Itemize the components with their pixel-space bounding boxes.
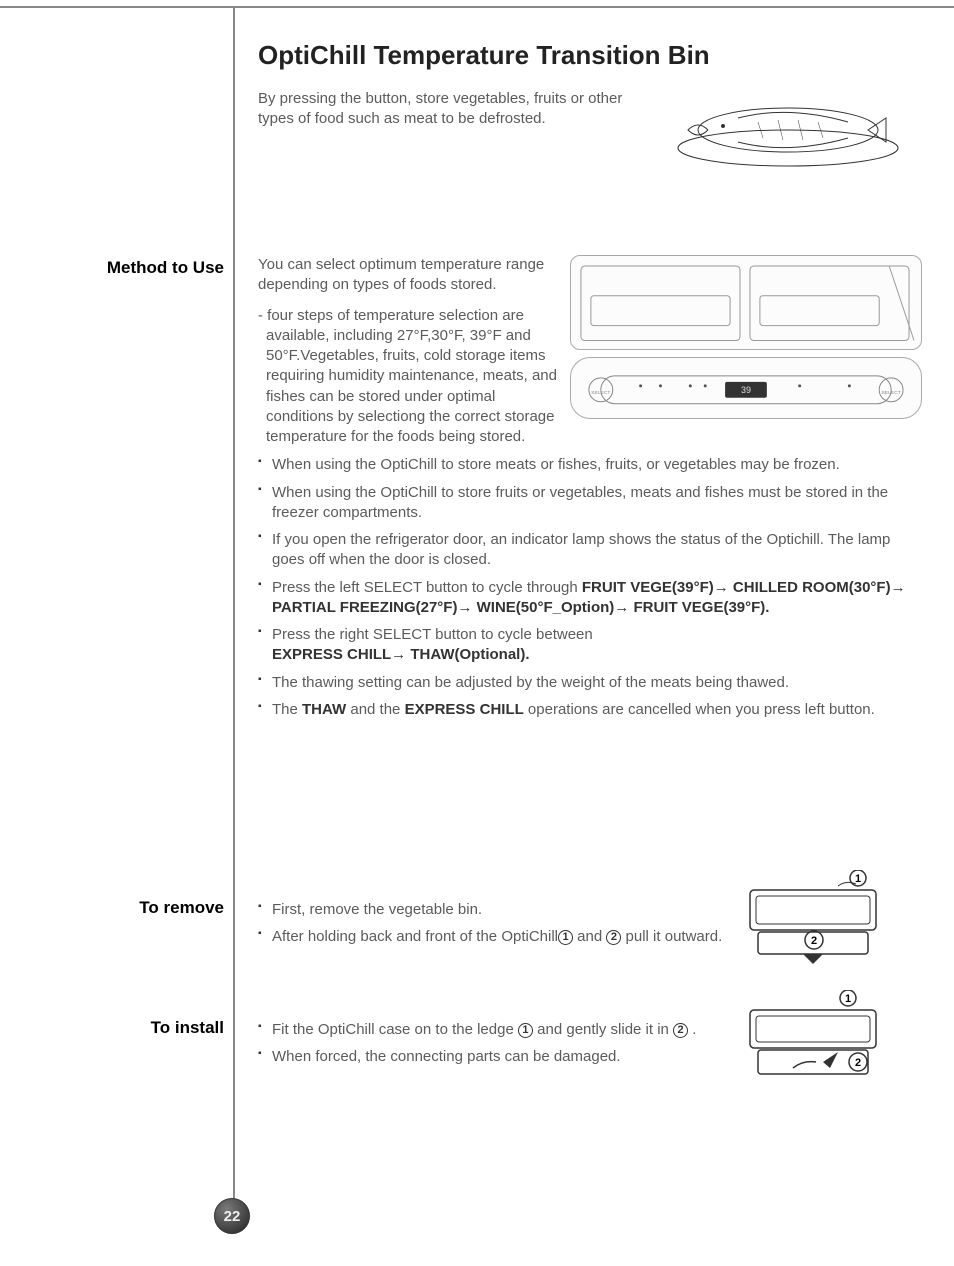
- circled-number: 2: [673, 1023, 688, 1038]
- method-bullet: The thawing setting can be adjusted by t…: [258, 673, 908, 693]
- manual-page: { "title": "OptiChill Temperature Transi…: [0, 0, 954, 1266]
- method-dash-item: - four steps of temperature selection ar…: [258, 306, 558, 448]
- install-section: 1 2 Fit the OptiChill case on to the led…: [258, 1020, 928, 1075]
- method-bullet-cancel: The THAW and the EXPRESS CHILL operation…: [258, 700, 908, 720]
- method-bullet: If you open the refrigerator door, an in…: [258, 530, 908, 571]
- section-label-remove: To remove: [24, 898, 224, 918]
- text: and gently slide it in: [533, 1021, 673, 1038]
- circled-number: 1: [558, 930, 573, 945]
- svg-text:39: 39: [741, 385, 751, 395]
- fridge-interior-illustration: [570, 255, 922, 350]
- method-section: SELECT SELECT 39 You can select optimum …: [258, 255, 928, 727]
- fish-icon: [668, 100, 908, 170]
- control-panel-illustration: SELECT SELECT 39: [570, 357, 922, 419]
- main-content: OptiChill Temperature Transition Bin By …: [258, 40, 928, 130]
- fish-platter-illustration: [668, 100, 908, 170]
- remove-bullet: First, remove the vegetable bin.: [258, 900, 908, 920]
- method-bullet-list: When using the OptiChill to store meats …: [258, 455, 908, 720]
- method-bullet-cycle: Press the left SELECT button to cycle th…: [258, 578, 908, 619]
- text: and the: [346, 701, 404, 718]
- remove-section: 1 2 First, remove the vegetable bin. Aft…: [258, 900, 928, 955]
- install-bullet: Fit the OptiChill case on to the ledge 1…: [258, 1020, 908, 1040]
- method-bullet: When using the OptiChill to store fruits…: [258, 483, 908, 524]
- bold-text: EXPRESS CHILL: [405, 701, 524, 718]
- svg-text:1: 1: [845, 993, 851, 1005]
- section-label-method: Method to Use: [24, 258, 224, 278]
- top-rule: [0, 6, 954, 8]
- text: Press the left SELECT button to cycle th…: [272, 579, 582, 596]
- method-bullet: When using the OptiChill to store meats …: [258, 455, 908, 475]
- text: The: [272, 701, 302, 718]
- text: Press the right SELECT button to cycle b…: [272, 626, 593, 643]
- vertical-rule: [233, 8, 235, 1208]
- text: pull it outward.: [621, 928, 722, 945]
- svg-text:SELECT: SELECT: [881, 390, 900, 396]
- svg-text:1: 1: [855, 873, 861, 885]
- circled-number: 1: [518, 1023, 533, 1038]
- install-bullet: When forced, the connecting parts can be…: [258, 1047, 908, 1067]
- method-intro: You can select optimum temperature range…: [258, 255, 548, 296]
- bold-text: EXPRESS CHILL→ THAW(Optional).: [272, 646, 530, 663]
- text: operations are cancelled when you press …: [524, 701, 875, 718]
- text: Fit the OptiChill case on to the ledge: [272, 1021, 518, 1038]
- bold-text: THAW: [302, 701, 346, 718]
- text: and: [573, 928, 606, 945]
- remove-bullet: After holding back and front of the Opti…: [258, 927, 908, 947]
- page-title: OptiChill Temperature Transition Bin: [258, 40, 928, 71]
- text: After holding back and front of the Opti…: [272, 928, 558, 945]
- text: .: [688, 1021, 696, 1038]
- method-bullet-right-select: Press the right SELECT button to cycle b…: [258, 625, 908, 666]
- svg-text:SELECT: SELECT: [591, 390, 610, 396]
- section-label-install: To install: [24, 1018, 224, 1038]
- circled-number: 2: [606, 930, 621, 945]
- intro-paragraph: By pressing the button, store vegetables…: [258, 89, 628, 130]
- page-number-badge: 22: [214, 1198, 250, 1234]
